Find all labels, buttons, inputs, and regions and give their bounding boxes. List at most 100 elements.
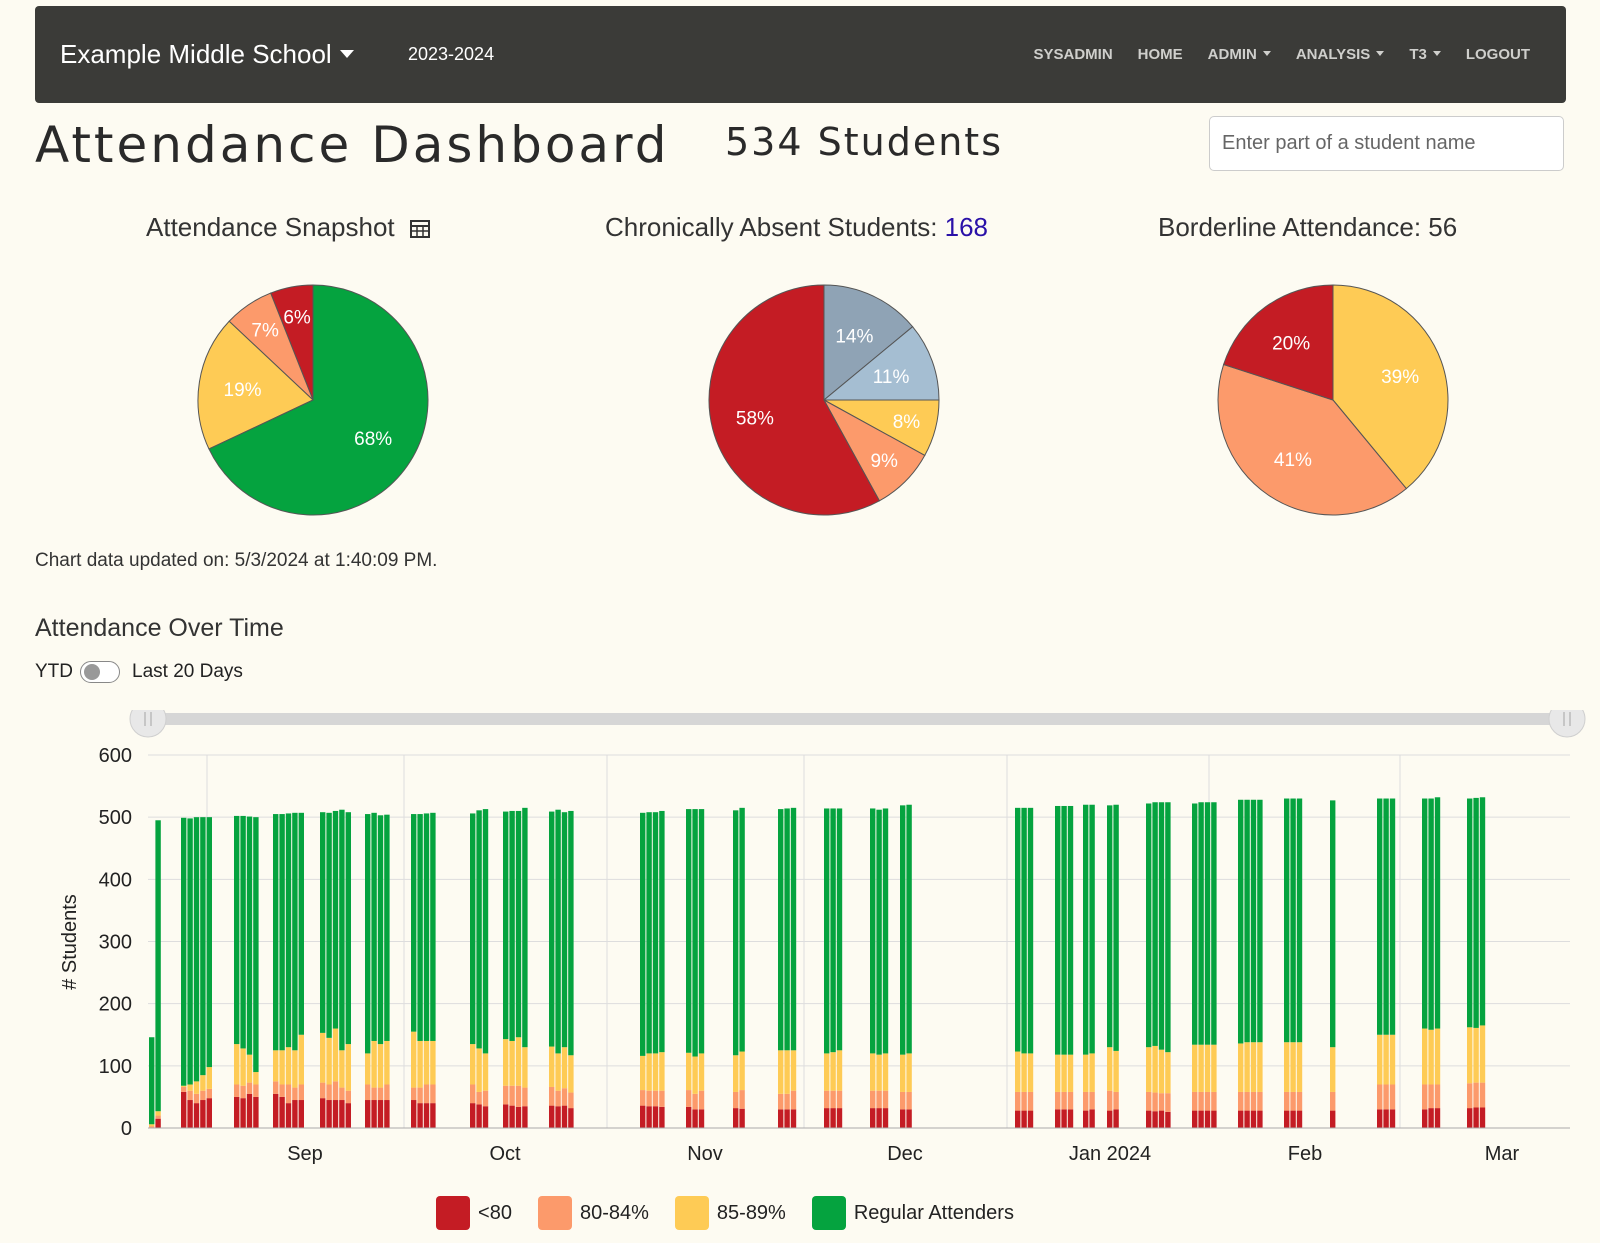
bar-segment[interactable] bbox=[1244, 799, 1250, 1043]
bar-segment[interactable] bbox=[659, 1052, 665, 1091]
bar-segment[interactable] bbox=[193, 1093, 200, 1104]
bar-segment[interactable] bbox=[1021, 807, 1027, 1054]
bar-segment[interactable] bbox=[193, 817, 200, 1082]
bar-segment[interactable] bbox=[1389, 1084, 1396, 1110]
bar-segment[interactable] bbox=[503, 1085, 509, 1105]
bar-segment[interactable] bbox=[1015, 1051, 1021, 1092]
table-icon[interactable] bbox=[409, 220, 430, 239]
bar-segment[interactable] bbox=[698, 1090, 705, 1110]
bar-segment[interactable] bbox=[482, 809, 489, 1054]
bar-segment[interactable] bbox=[870, 1108, 876, 1128]
bar-segment[interactable] bbox=[292, 1050, 298, 1088]
bar-segment[interactable] bbox=[1434, 1084, 1441, 1109]
bar-segment[interactable] bbox=[234, 1096, 240, 1128]
bar-segment[interactable] bbox=[470, 1103, 476, 1128]
bar-segment[interactable] bbox=[698, 1109, 705, 1128]
bar-segment[interactable] bbox=[285, 1084, 292, 1104]
bar-segment[interactable] bbox=[430, 1084, 436, 1104]
range-toggle[interactable] bbox=[80, 661, 120, 683]
bar-segment[interactable] bbox=[1389, 798, 1396, 1035]
pie-slice[interactable] bbox=[822, 325, 940, 401]
bar-segment[interactable] bbox=[733, 1108, 739, 1128]
bar-segment[interactable] bbox=[365, 814, 371, 1054]
bar-segment[interactable] bbox=[1067, 1109, 1074, 1128]
bar-segment[interactable] bbox=[285, 813, 292, 1048]
bar-segment[interactable] bbox=[1238, 1110, 1244, 1128]
bar-segment[interactable] bbox=[1290, 1110, 1296, 1128]
bar-segment[interactable] bbox=[417, 814, 423, 1041]
chronic-count[interactable]: 168 bbox=[944, 212, 989, 242]
bar-segment[interactable] bbox=[1027, 807, 1034, 1054]
bar-segment[interactable] bbox=[411, 1087, 417, 1101]
bar-segment[interactable] bbox=[824, 808, 830, 1054]
bar-segment[interactable] bbox=[1296, 1110, 1303, 1128]
bar-segment[interactable] bbox=[1027, 1110, 1034, 1128]
bar-segment[interactable] bbox=[1434, 1108, 1441, 1128]
bar-segment[interactable] bbox=[1107, 1110, 1113, 1128]
bar-segment[interactable] bbox=[549, 1086, 555, 1106]
bar-segment[interactable] bbox=[561, 1105, 568, 1128]
bar-segment[interactable] bbox=[503, 1039, 509, 1086]
bar-segment[interactable] bbox=[206, 817, 212, 1068]
legend-item-80-84[interactable]: 80-84% bbox=[537, 1196, 649, 1230]
bar-segment[interactable] bbox=[430, 812, 436, 1041]
bar-segment[interactable] bbox=[790, 1109, 797, 1128]
bar-segment[interactable] bbox=[476, 1048, 482, 1092]
bar-segment[interactable] bbox=[365, 1084, 371, 1101]
bar-segment[interactable] bbox=[371, 1087, 377, 1101]
bar-segment[interactable] bbox=[1244, 1091, 1250, 1111]
bar-segment[interactable] bbox=[1377, 1109, 1383, 1128]
bar-segment[interactable] bbox=[784, 1109, 790, 1128]
bar-segment[interactable] bbox=[240, 1048, 246, 1086]
bar-segment[interactable] bbox=[1473, 797, 1479, 1028]
bar-segment[interactable] bbox=[1152, 1111, 1158, 1128]
legend-item-lt80[interactable]: <80 bbox=[436, 1196, 512, 1230]
bar-segment[interactable] bbox=[515, 810, 522, 1038]
bar-segment[interactable] bbox=[646, 1053, 652, 1091]
bar-segment[interactable] bbox=[240, 1098, 246, 1128]
bar-segment[interactable] bbox=[1389, 1109, 1396, 1128]
bar-segment[interactable] bbox=[906, 804, 912, 1054]
bar-segment[interactable] bbox=[870, 808, 876, 1054]
bar-segment[interactable] bbox=[206, 1088, 212, 1099]
snapshot-pie[interactable]: 6%7% 19% 68% bbox=[195, 282, 431, 518]
bar-segment[interactable] bbox=[1479, 1025, 1486, 1083]
bar-segment[interactable] bbox=[509, 1105, 515, 1128]
bar-segment[interactable] bbox=[830, 808, 836, 1053]
bar-segment[interactable] bbox=[1479, 797, 1486, 1026]
bar-segment[interactable] bbox=[515, 1037, 522, 1086]
bar-segment[interactable] bbox=[900, 805, 906, 1055]
bar-segment[interactable] bbox=[1192, 803, 1198, 1045]
bar-segment[interactable] bbox=[1015, 807, 1021, 1052]
bar-segment[interactable] bbox=[234, 1044, 240, 1085]
bar-segment[interactable] bbox=[206, 1098, 212, 1128]
bar-segment[interactable] bbox=[326, 1037, 332, 1085]
bar-segment[interactable] bbox=[1250, 1091, 1257, 1111]
bar-segment[interactable] bbox=[1165, 1052, 1171, 1094]
bar-segment[interactable] bbox=[870, 1090, 876, 1109]
bar-segment[interactable] bbox=[733, 1091, 739, 1109]
bar-segment[interactable] bbox=[515, 1106, 522, 1128]
bar-segment[interactable] bbox=[1067, 1054, 1074, 1092]
bar-segment[interactable] bbox=[155, 1118, 161, 1128]
bar-segment[interactable] bbox=[1083, 1054, 1089, 1092]
bar-segment[interactable] bbox=[836, 1050, 843, 1091]
bar-segment[interactable] bbox=[686, 1090, 692, 1107]
bar-segment[interactable] bbox=[830, 1090, 836, 1109]
bar-segment[interactable] bbox=[470, 1044, 476, 1085]
pie-slice[interactable] bbox=[708, 284, 881, 516]
bar-segment[interactable] bbox=[561, 1047, 568, 1089]
bar-segment[interactable] bbox=[1083, 1091, 1089, 1111]
bar-segment[interactable] bbox=[339, 1100, 345, 1128]
bar-segment[interactable] bbox=[423, 1103, 430, 1128]
bar-segment[interactable] bbox=[790, 807, 797, 1051]
bar-segment[interactable] bbox=[882, 1053, 889, 1091]
bar-segment[interactable] bbox=[561, 1088, 568, 1106]
bar-segment[interactable] bbox=[882, 1090, 889, 1109]
bar-segment[interactable] bbox=[549, 1105, 555, 1128]
bar-segment[interactable] bbox=[1146, 1047, 1152, 1092]
bar-segment[interactable] bbox=[784, 1050, 790, 1094]
bar-segment[interactable] bbox=[1330, 1091, 1336, 1111]
bar-segment[interactable] bbox=[1330, 1047, 1336, 1092]
bar-segment[interactable] bbox=[522, 1047, 528, 1088]
